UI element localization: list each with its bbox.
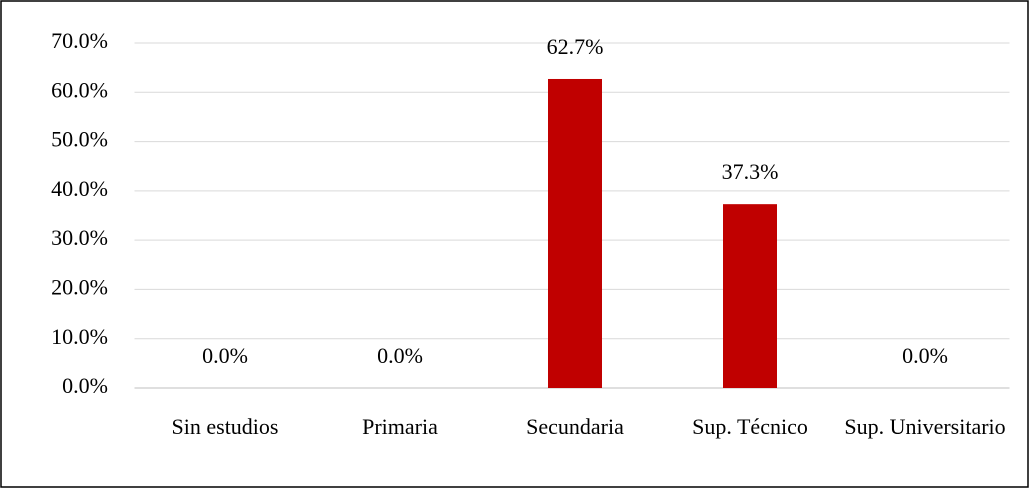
x-tick-label: Sup. Técnico <box>692 414 808 439</box>
y-tick-label: 30.0% <box>51 225 108 250</box>
y-tick-label: 20.0% <box>51 274 108 299</box>
y-tick-label: 10.0% <box>51 324 108 349</box>
x-tick-label: Primaria <box>362 414 438 439</box>
y-tick-label: 50.0% <box>51 127 108 152</box>
value-label: 0.0% <box>902 343 948 368</box>
value-label: 62.7% <box>547 34 604 59</box>
y-tick-label: 40.0% <box>51 176 108 201</box>
value-label: 0.0% <box>377 343 423 368</box>
x-tick-label: Secundaria <box>526 414 624 439</box>
value-label: 0.0% <box>202 343 248 368</box>
bar <box>548 78 602 388</box>
x-tick-label: Sup. Universitario <box>844 414 1006 439</box>
y-tick-label: 0.0% <box>62 373 108 398</box>
bar <box>723 204 777 388</box>
value-label: 37.3% <box>722 159 779 184</box>
y-tick-label: 60.0% <box>51 77 108 102</box>
x-tick-label: Sin estudios <box>171 414 279 439</box>
y-tick-label: 70.0% <box>51 28 108 53</box>
